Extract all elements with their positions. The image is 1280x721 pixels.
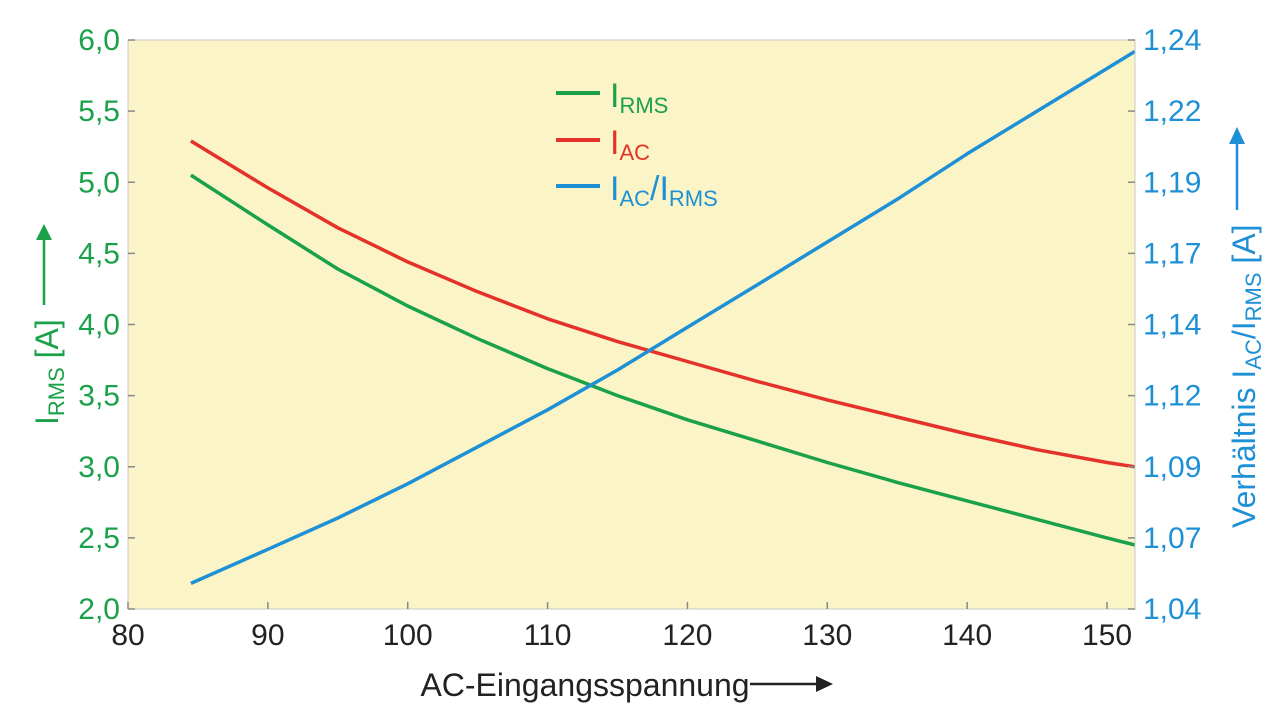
y-left-tick-label: 6,0 xyxy=(78,24,120,57)
y-right-tick-label: 1,07 xyxy=(1143,522,1201,555)
x-axis-arrow xyxy=(750,676,833,692)
x-axis-title: AC-Eingangsspannung xyxy=(420,667,749,703)
x-tick-label: 150 xyxy=(1082,619,1132,652)
x-tick-label: 140 xyxy=(942,619,992,652)
right-axis-arrow xyxy=(1229,127,1245,210)
y-left-tick-label: 4,0 xyxy=(78,309,120,342)
y-left-tick-label: 3,5 xyxy=(78,380,120,413)
svg-text:Verhältnis IAC/IRMS [A]: Verhältnis IAC/IRMS [A] xyxy=(1226,224,1266,528)
svg-text:IRMS [A]: IRMS [A] xyxy=(29,319,69,425)
series-layer xyxy=(189,49,1136,586)
x-tick-label: 80 xyxy=(111,619,144,652)
plot-area xyxy=(128,40,1135,609)
x-tick-label: 110 xyxy=(524,619,572,652)
y-right-tick-label: 1,12 xyxy=(1143,380,1201,413)
y-right-tick-label: 1,04 xyxy=(1143,593,1201,626)
ticks-layer: 80 90 100 110 120 130 140 150 2,0 2,5 3,0 3,5 4,0 4,5… xyxy=(78,24,1201,652)
x-tick-label: 90 xyxy=(251,619,284,652)
series-line-0 xyxy=(189,173,1136,547)
y-right-tick-label: 1,19 xyxy=(1143,166,1201,199)
y-left-tick-label: 2,5 xyxy=(78,522,120,555)
left-axis-title: IRMS [A] xyxy=(29,319,69,425)
legend-label-irms: IRMS xyxy=(610,77,668,118)
series-line-1 xyxy=(189,139,1136,469)
legend: IRMS IAC IAC/IRMS xyxy=(556,77,718,211)
y-right-tick-label: 1,14 xyxy=(1143,309,1201,342)
y-right-tick-label: 1,22 xyxy=(1143,95,1201,128)
right-axis-title: Verhältnis IAC/IRMS [A] xyxy=(1226,224,1266,528)
y-right-tick-label: 1,17 xyxy=(1143,237,1201,270)
left-axis-arrow xyxy=(36,224,52,305)
y-left-tick-label: 5,0 xyxy=(78,166,120,199)
y-right-tick-label: 1,09 xyxy=(1143,451,1201,484)
legend-label-iac: IAC xyxy=(610,124,650,165)
y-left-tick-label: 4,5 xyxy=(78,237,120,270)
legend-label-ratio: IAC/IRMS xyxy=(610,170,718,211)
series-line-2 xyxy=(190,49,1136,586)
y-left-tick-label: 3,0 xyxy=(78,451,120,484)
y-right-tick-label: 1,24 xyxy=(1143,24,1201,57)
y-left-tick-label: 5,5 xyxy=(78,95,120,128)
x-tick-label: 130 xyxy=(802,619,852,652)
x-tick-label: 100 xyxy=(383,619,433,652)
y-left-tick-label: 2,0 xyxy=(78,593,120,626)
x-tick-label: 120 xyxy=(662,619,712,652)
